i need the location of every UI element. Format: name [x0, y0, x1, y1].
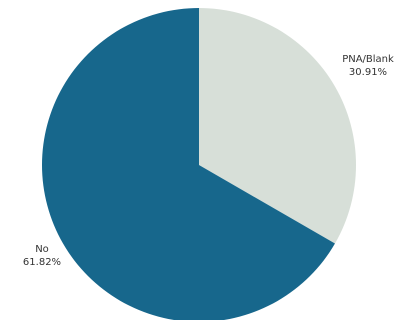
- slice-label-pna-blank: PNA/Blank: [342, 54, 394, 65]
- slice-label-no: No: [35, 244, 49, 255]
- slice-value-label-pna-blank: 30.91%: [349, 67, 387, 78]
- slice-value-label-no: 61.82%: [23, 257, 61, 268]
- pie-slice-pna-blank: [199, 8, 356, 244]
- pie-slice-no: [42, 8, 335, 320]
